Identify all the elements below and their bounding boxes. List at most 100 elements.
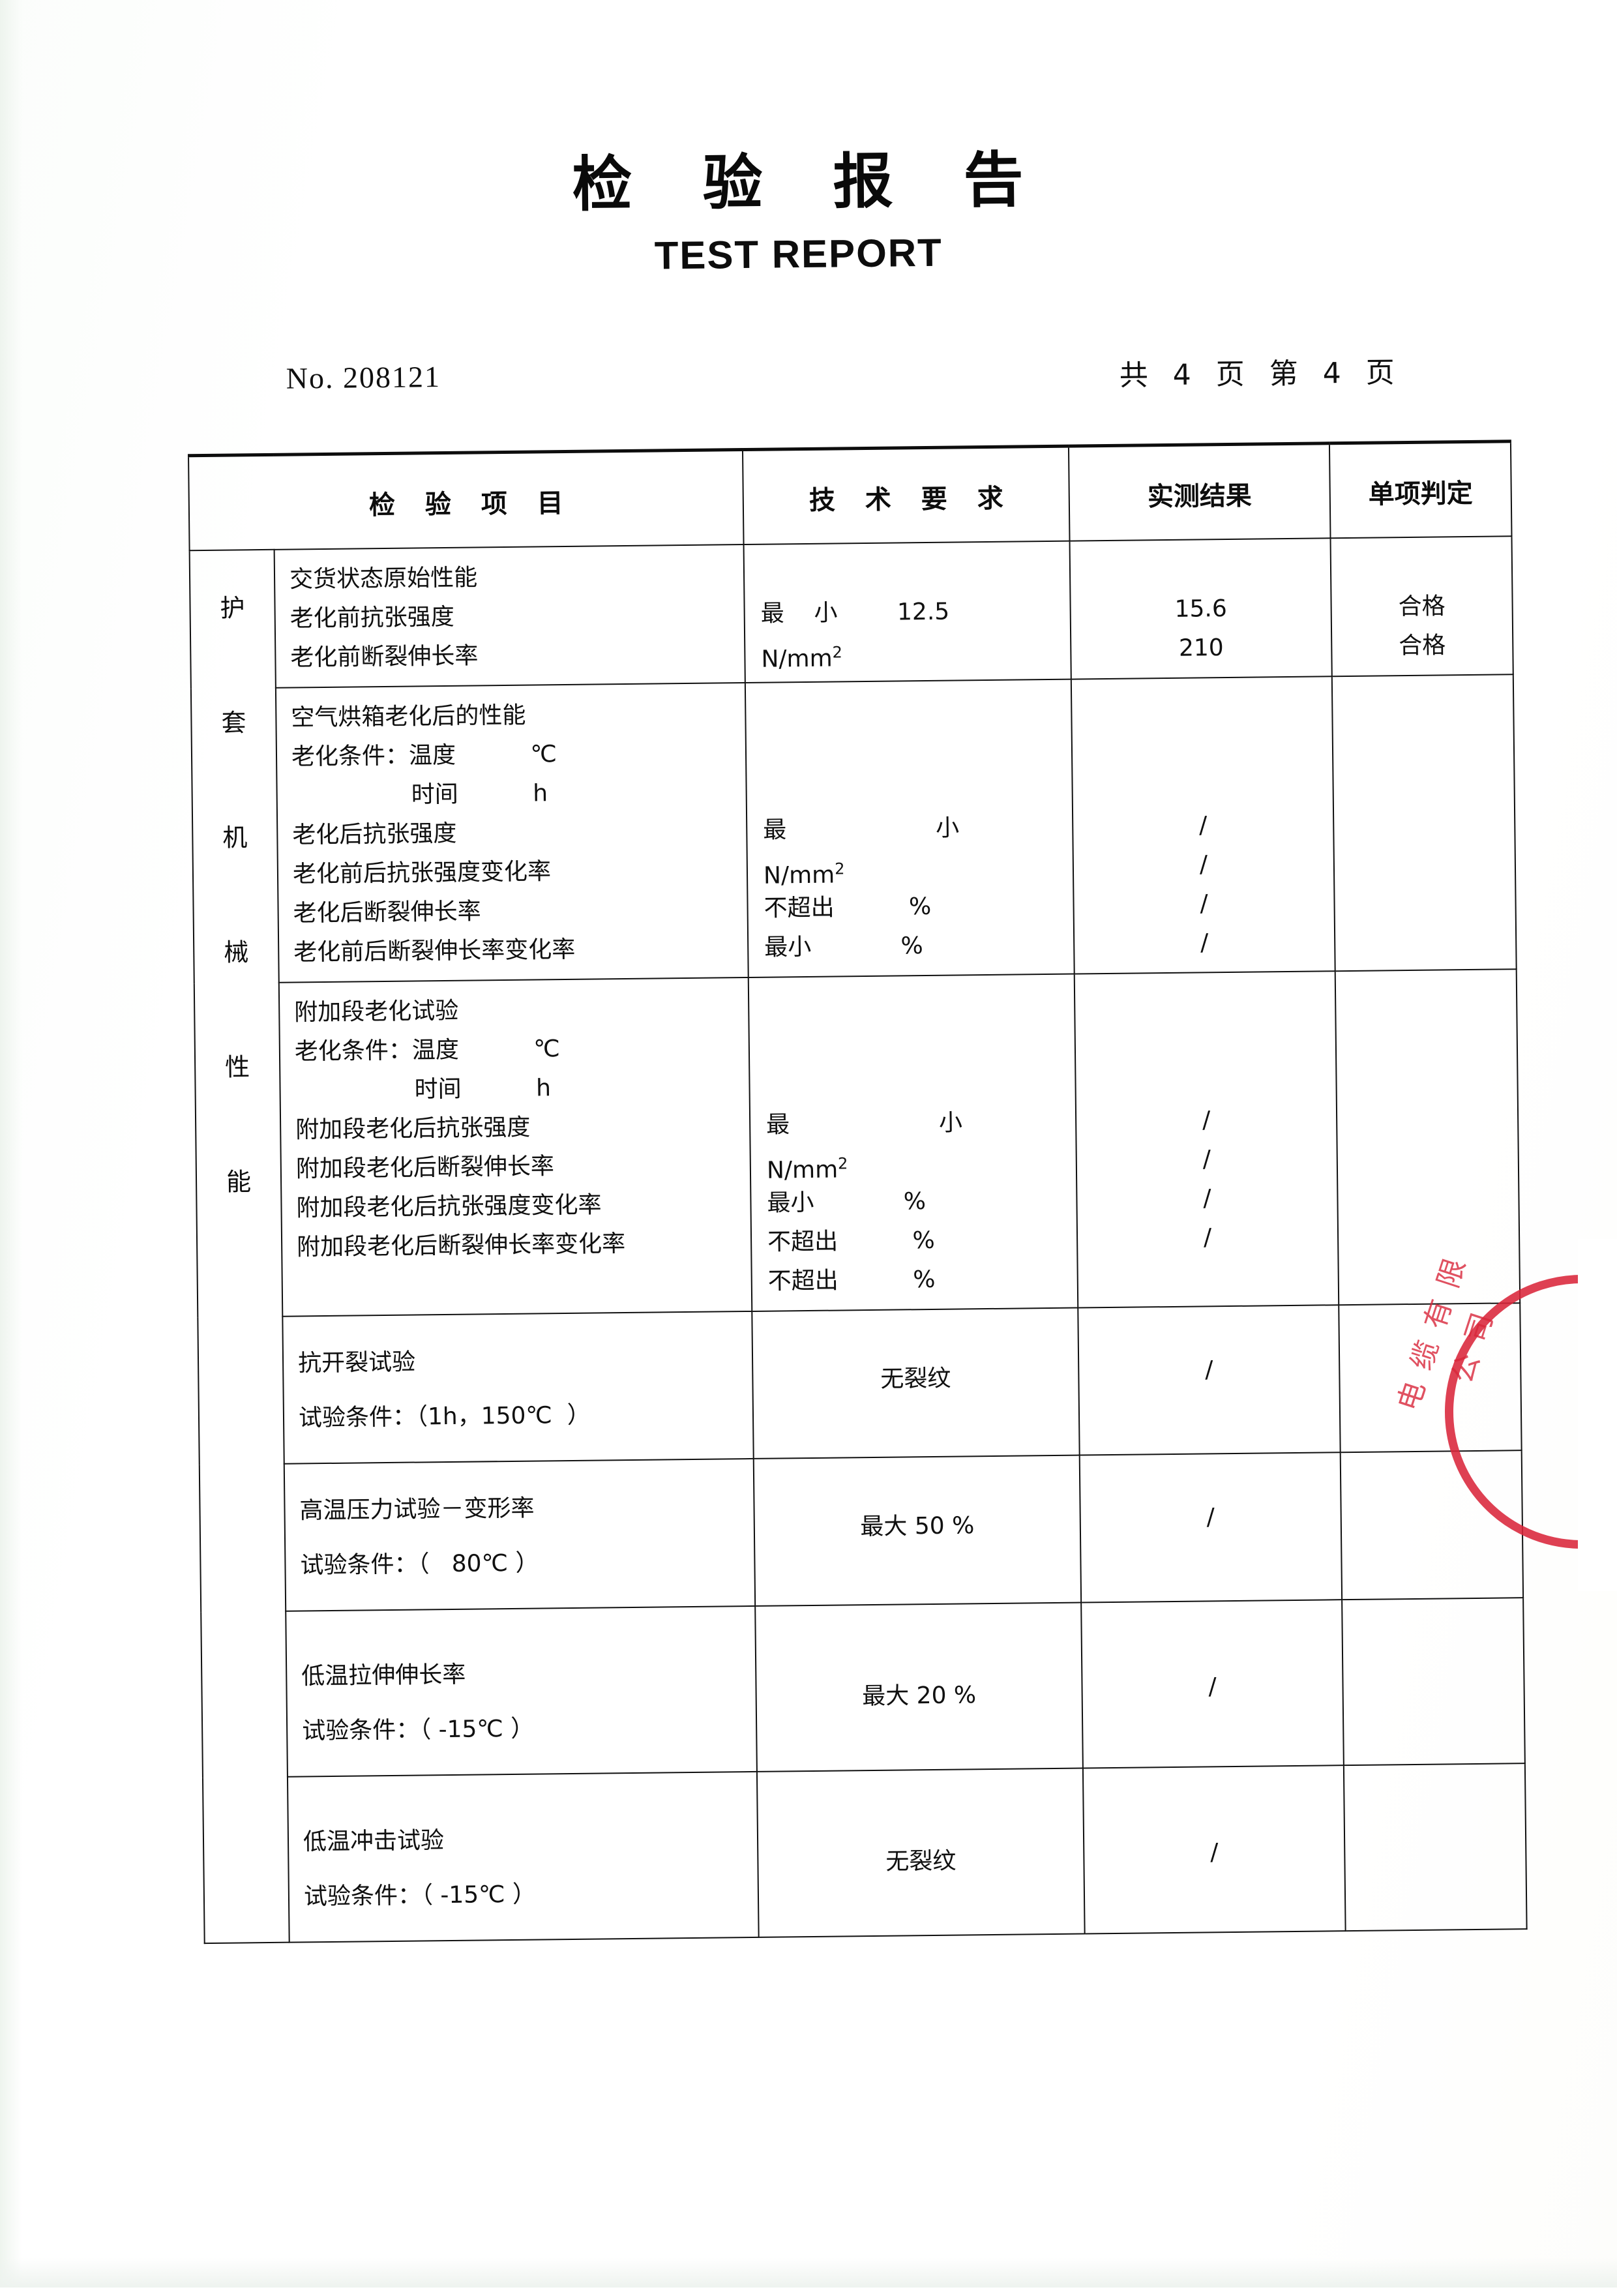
verdict-line: 合格 [1399, 632, 1446, 660]
result-line: / [1198, 812, 1208, 839]
result-spacer [1073, 726, 1333, 768]
result-lines-air-oven-aging: / / / / [1072, 677, 1335, 973]
item-lines-low-temp-impact: 低温冲击试验 试验条件：（ -15℃ ） [288, 1772, 758, 1942]
requirement-cell-high-temp-pressure: 最大 50 % [753, 1455, 1082, 1606]
seal-page-edge-mask [1578, 1239, 1617, 1591]
item-lines-high-temp-pressure: 高温压力试验－变形率 试验条件：（ 80℃ ） [285, 1459, 754, 1611]
item-line: 附加段老化后断裂伸长率变化率 [296, 1230, 626, 1261]
item-line: 时间 h [291, 780, 548, 810]
result-line: / [1199, 851, 1208, 878]
verdict-text-crack-resistance [1339, 1304, 1520, 1355]
requirement-line: N/mm2 [763, 859, 845, 889]
result-text-high-temp-pressure: / [1206, 1504, 1215, 1531]
requirement-spacer [762, 730, 1072, 772]
requirement-line: 最 小 12.5 [760, 598, 950, 627]
column-header-requirement: 技 术 要 求 [742, 446, 1070, 545]
item-cell-additional-segment-aging: 附加段老化试验 老化条件：温度 ℃ 时间 h 附加段老化后抗张强度 附加段老化后… [278, 977, 752, 1317]
item-lines-delivery-state: 交货状态原始性能 老化前抗张强度 老化前断裂伸长率 [275, 545, 745, 687]
result-spacer [1076, 1060, 1336, 1102]
result-text-crack-resistance: / [1204, 1356, 1213, 1384]
requirement-text-crack-resistance: 无裂纹 [880, 1365, 951, 1393]
item-line: 抗开裂试验 [297, 1349, 416, 1377]
verdict-cell-delivery-state: 合格 合格 [1330, 536, 1513, 677]
item-line: 交货状态原始性能 [289, 564, 478, 593]
verdict-lines-delivery-state: 合格 合格 [1331, 537, 1513, 676]
requirement-spacer [762, 769, 1072, 811]
requirement-lines-additional-segment-aging: 最 小 N/mm2 最小 % 不超出 % 不超出 % [749, 975, 1077, 1311]
column-header-requirement-label: 技 术 要 求 [808, 483, 1014, 516]
item-line: 老化后断裂伸长率 [293, 898, 481, 927]
result-cell-low-temp-elongation: / [1081, 1600, 1344, 1768]
item-line: 老化前抗张强度 [289, 603, 454, 633]
result-cell-crack-resistance: / [1078, 1305, 1341, 1455]
result-line: 210 [1178, 634, 1224, 662]
table-row-delivery-state: 护 套 机 械 性 能 交货状态原始性能 老化前抗张强度 老化前断裂伸长率 最 … [189, 536, 1513, 1944]
verdict-text-high-temp-pressure [1341, 1451, 1522, 1502]
item-lines-air-oven-aging: 空气烘箱老化后的性能 老化条件：温度 ℃ 时间 h 老化后抗张强度 老化前后抗张… [276, 683, 748, 982]
verdict-cell-air-oven-aging [1331, 674, 1517, 972]
verdict-lines-additional-segment-aging [1336, 970, 1516, 991]
page-title-chinese: 检 验 报 告 [571, 144, 1049, 220]
page-title-english: TEST REPORT [654, 230, 943, 278]
column-header-item: 检 验 项 目 [188, 449, 744, 551]
item-cell-low-temp-impact: 低温冲击试验 试验条件：（ -15℃ ） [287, 1771, 759, 1943]
result-cell-high-temp-pressure: / [1079, 1452, 1343, 1603]
result-line: / [1203, 1224, 1212, 1251]
verdict-cell-low-temp-impact [1343, 1763, 1527, 1931]
verdict-text-low-temp-impact [1344, 1764, 1525, 1838]
requirement-line: 最小 % [764, 932, 923, 961]
item-line: 试验条件：（ -15℃ ） [303, 1881, 537, 1911]
item-line: 低温拉伸伸长率 [301, 1661, 466, 1690]
item-line: 空气烘箱老化后的性能 [291, 702, 526, 732]
item-line: 老化条件：温度 ℃ [294, 1036, 561, 1066]
item-cell-crack-resistance: 抗开裂试验 试验条件：（1h，150℃ ） [282, 1311, 754, 1464]
item-line: 附加段老化后抗张强度变化率 [296, 1191, 602, 1222]
verdict-text-low-temp-elongation [1343, 1598, 1523, 1672]
result-spacer [1075, 982, 1335, 1024]
test-results-table: 检 验 项 目 技 术 要 求 实测结果 单项判定 护 套 机 械 性 能 交货… [188, 440, 1528, 1944]
verdict-line: 合格 [1398, 593, 1446, 621]
result-line: / [1202, 1107, 1211, 1134]
table-row-low-temp-elongation: 低温拉伸伸长率 试验条件：（ -15℃ ） 最大 20 % / [201, 1598, 1525, 1778]
item-line: 附加段老化试验 [294, 997, 459, 1026]
requirement-line: 不超出 % [767, 1266, 936, 1295]
item-line: 时间 h [295, 1075, 552, 1105]
item-line: 低温冲击试验 [303, 1827, 445, 1856]
result-cell-air-oven-aging: / / / / [1071, 676, 1335, 974]
result-spacer [1073, 766, 1333, 807]
category-vertical-label: 护 套 机 械 性 能 [220, 593, 252, 1197]
column-header-verdict-label: 单项判定 [1368, 478, 1474, 510]
item-line: 老化条件：温度 ℃ [291, 741, 557, 771]
verdict-cell-low-temp-elongation [1342, 1598, 1525, 1766]
result-spacer [1072, 687, 1332, 729]
category-cell-sheath-mechanical: 护 套 机 械 性 能 [189, 549, 289, 1944]
table-row-low-temp-impact: 低温冲击试验 试验条件：（ -15℃ ） 无裂纹 / [203, 1763, 1527, 1943]
requirement-line: 不超出 % [767, 1227, 935, 1256]
requirement-line: 最小 % [767, 1188, 927, 1217]
item-line: 老化前断裂伸长率 [290, 642, 479, 672]
verdict-cell-additional-segment-aging [1335, 969, 1521, 1305]
result-line: / [1200, 929, 1209, 957]
requirement-cell-low-temp-impact: 无裂纹 [756, 1768, 1085, 1937]
verdict-cell-crack-resistance [1339, 1303, 1522, 1453]
requirement-line [760, 552, 1070, 595]
column-header-item-label: 检 验 项 目 [368, 488, 574, 521]
result-text-low-temp-impact: / [1209, 1839, 1219, 1866]
verdict-lines-air-oven-aging [1333, 675, 1513, 696]
verdict-cell-high-temp-pressure [1340, 1450, 1524, 1600]
result-line: / [1202, 1146, 1211, 1173]
result-lines-additional-segment-aging: / / / / [1075, 972, 1338, 1268]
requirement-cell-delivery-state: 最 小 12.5 N/mm2 [743, 541, 1071, 683]
requirement-spacer [762, 691, 1071, 733]
test-results-table-wrapper: 检 验 项 目 技 术 要 求 实测结果 单项判定 护 套 机 械 性 能 交货… [188, 440, 1528, 1944]
requirement-line: 最 小 [763, 814, 960, 844]
result-line [1071, 549, 1331, 591]
table-row-air-oven-aging: 空气烘箱老化后的性能 老化条件：温度 ℃ 时间 h 老化后抗张强度 老化前后抗张… [191, 674, 1517, 983]
result-cell-low-temp-impact: / [1082, 1765, 1346, 1934]
result-cell-additional-segment-aging: / / / / [1074, 971, 1339, 1308]
item-line: 附加段老化后断裂伸长率 [295, 1153, 555, 1183]
column-header-result-label: 实测结果 [1147, 481, 1253, 513]
result-lines-delivery-state: 15.6 210 [1071, 539, 1331, 678]
requirement-text-low-temp-impact: 无裂纹 [885, 1847, 957, 1875]
